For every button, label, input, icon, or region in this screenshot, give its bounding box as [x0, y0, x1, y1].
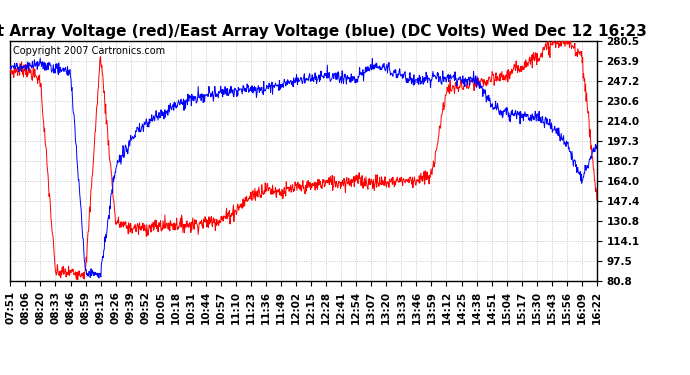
- Text: Copyright 2007 Cartronics.com: Copyright 2007 Cartronics.com: [13, 46, 166, 56]
- Title: West Array Voltage (red)/East Array Voltage (blue) (DC Volts) Wed Dec 12 16:23: West Array Voltage (red)/East Array Volt…: [0, 24, 647, 39]
